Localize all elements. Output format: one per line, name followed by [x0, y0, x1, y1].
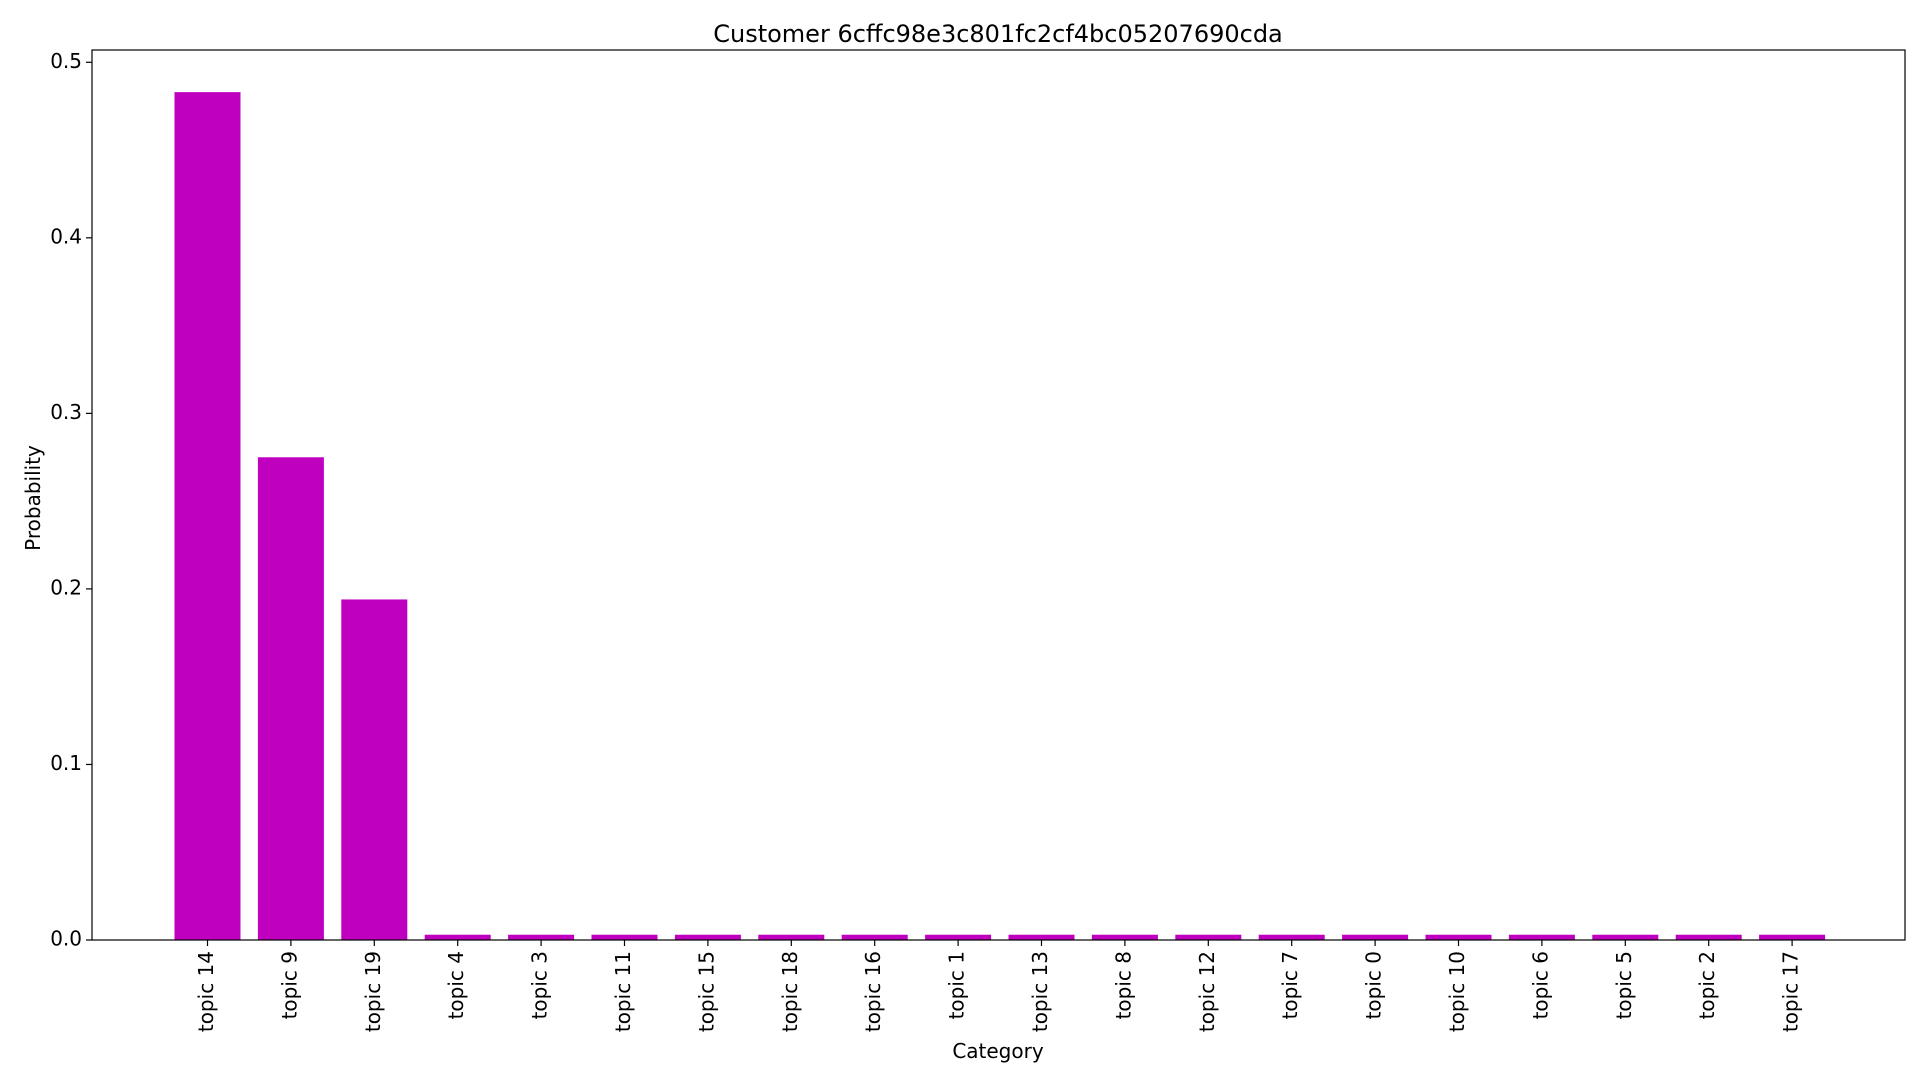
bar-topic-2 — [1675, 934, 1742, 940]
bar-topic-8 — [1091, 934, 1158, 940]
x-tick-label: topic 3 — [528, 951, 552, 1019]
y-tick-label: 0.3 — [50, 400, 82, 424]
y-tick-label: 0.0 — [50, 927, 82, 951]
x-tick-label: topic 19 — [361, 951, 385, 1032]
bar-topic-16 — [841, 934, 908, 940]
x-tick-label: topic 0 — [1362, 951, 1386, 1019]
x-axis-label: Category — [952, 1039, 1044, 1063]
y-tick-label: 0.5 — [50, 49, 82, 73]
x-tick-label: topic 10 — [1445, 951, 1469, 1032]
x-axis-ticks: topic 14 topic 9 topic 19 topic 4 topic 3 top… — [194, 940, 1803, 1032]
y-tick-label: 0.4 — [50, 224, 82, 248]
chart-title: Customer 6cffc98e3c801fc2cf4bc05207690cd… — [713, 20, 1283, 48]
x-tick-label: topic 4 — [444, 951, 468, 1019]
bar-topic-7 — [1258, 934, 1325, 940]
bar-topic-6 — [1508, 934, 1575, 940]
bar-topic-9 — [257, 457, 324, 940]
bar-topic-12 — [1175, 934, 1242, 940]
bar-topic-11 — [591, 934, 658, 940]
bar-topic-14 — [174, 92, 241, 940]
x-tick-label: topic 17 — [1779, 951, 1803, 1032]
bar-topic-0 — [1342, 934, 1409, 940]
x-tick-label: topic 12 — [1195, 951, 1219, 1032]
bar-topic-10 — [1425, 934, 1492, 940]
x-tick-label: topic 11 — [611, 951, 635, 1032]
x-tick-label: topic 14 — [194, 951, 218, 1032]
bar-topic-1 — [925, 934, 992, 940]
y-axis-ticks: 0.0 0.1 0.2 0.3 0.4 0.5 — [50, 49, 92, 951]
bar-topic-5 — [1592, 934, 1659, 940]
bar-topic-17 — [1759, 934, 1826, 940]
x-tick-label: topic 5 — [1612, 951, 1636, 1019]
y-tick-label: 0.2 — [50, 575, 82, 599]
bar-topic-18 — [758, 934, 825, 940]
bar-topic-15 — [674, 934, 741, 940]
bar-topic-13 — [1008, 934, 1075, 940]
x-tick-label: topic 13 — [1028, 951, 1052, 1032]
x-tick-label: topic 9 — [277, 951, 301, 1019]
bar-topic-3 — [508, 934, 575, 940]
x-tick-label: topic 6 — [1528, 951, 1552, 1019]
y-axis-label: Probability — [21, 445, 45, 551]
y-tick-label: 0.1 — [50, 751, 82, 775]
x-tick-label: topic 2 — [1695, 951, 1719, 1019]
bar-topic-4 — [424, 934, 491, 940]
x-tick-label: topic 16 — [861, 951, 885, 1032]
x-tick-label: topic 8 — [1111, 951, 1135, 1019]
plot-area-frame — [91, 49, 1906, 941]
x-tick-label: topic 18 — [778, 951, 802, 1032]
x-tick-label: topic 1 — [945, 951, 969, 1019]
x-tick-label: topic 15 — [694, 951, 718, 1032]
bar-topic-19 — [341, 599, 408, 940]
bars-layer — [174, 92, 1826, 940]
x-tick-label: topic 7 — [1278, 951, 1302, 1019]
